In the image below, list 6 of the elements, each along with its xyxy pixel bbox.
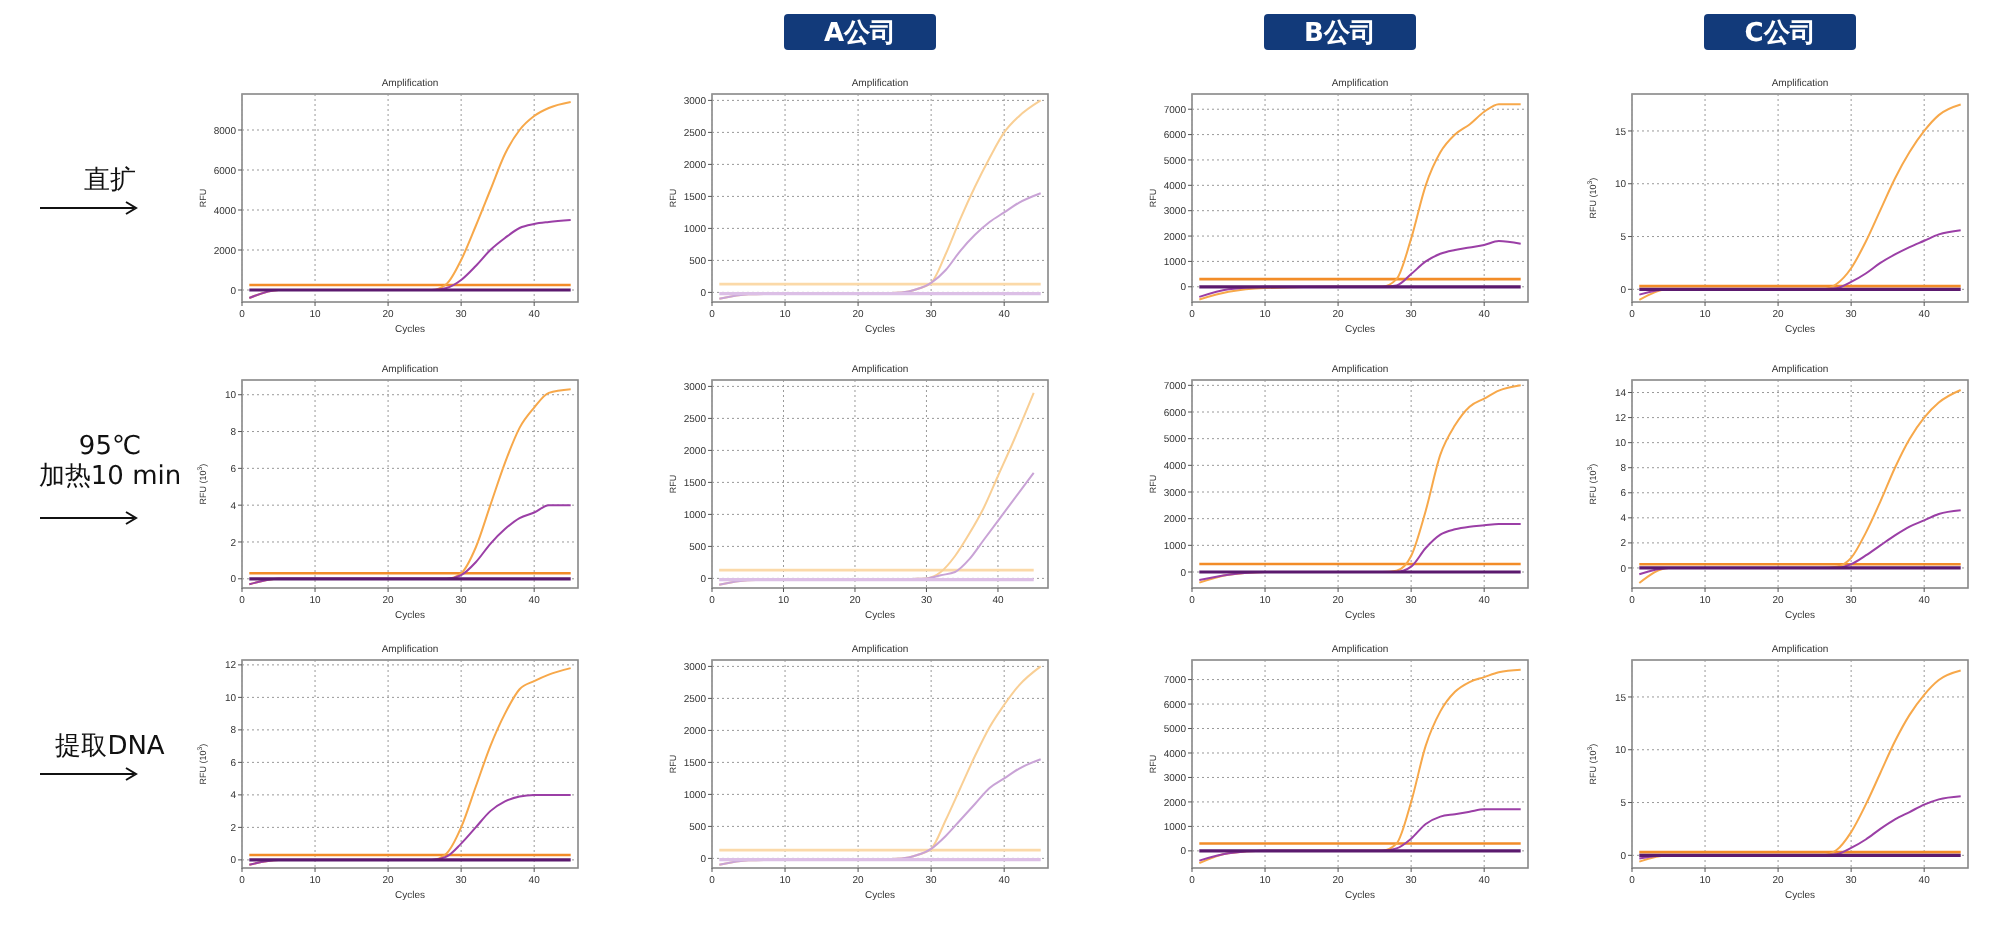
text: 直扩 bbox=[84, 166, 136, 196]
text: A公司 bbox=[823, 19, 897, 49]
text: 95℃ 加热10 min bbox=[38, 432, 182, 492]
text: 提取DNA bbox=[55, 732, 165, 762]
text: B公司 bbox=[1304, 19, 1376, 49]
text: C公司 bbox=[1744, 19, 1816, 49]
